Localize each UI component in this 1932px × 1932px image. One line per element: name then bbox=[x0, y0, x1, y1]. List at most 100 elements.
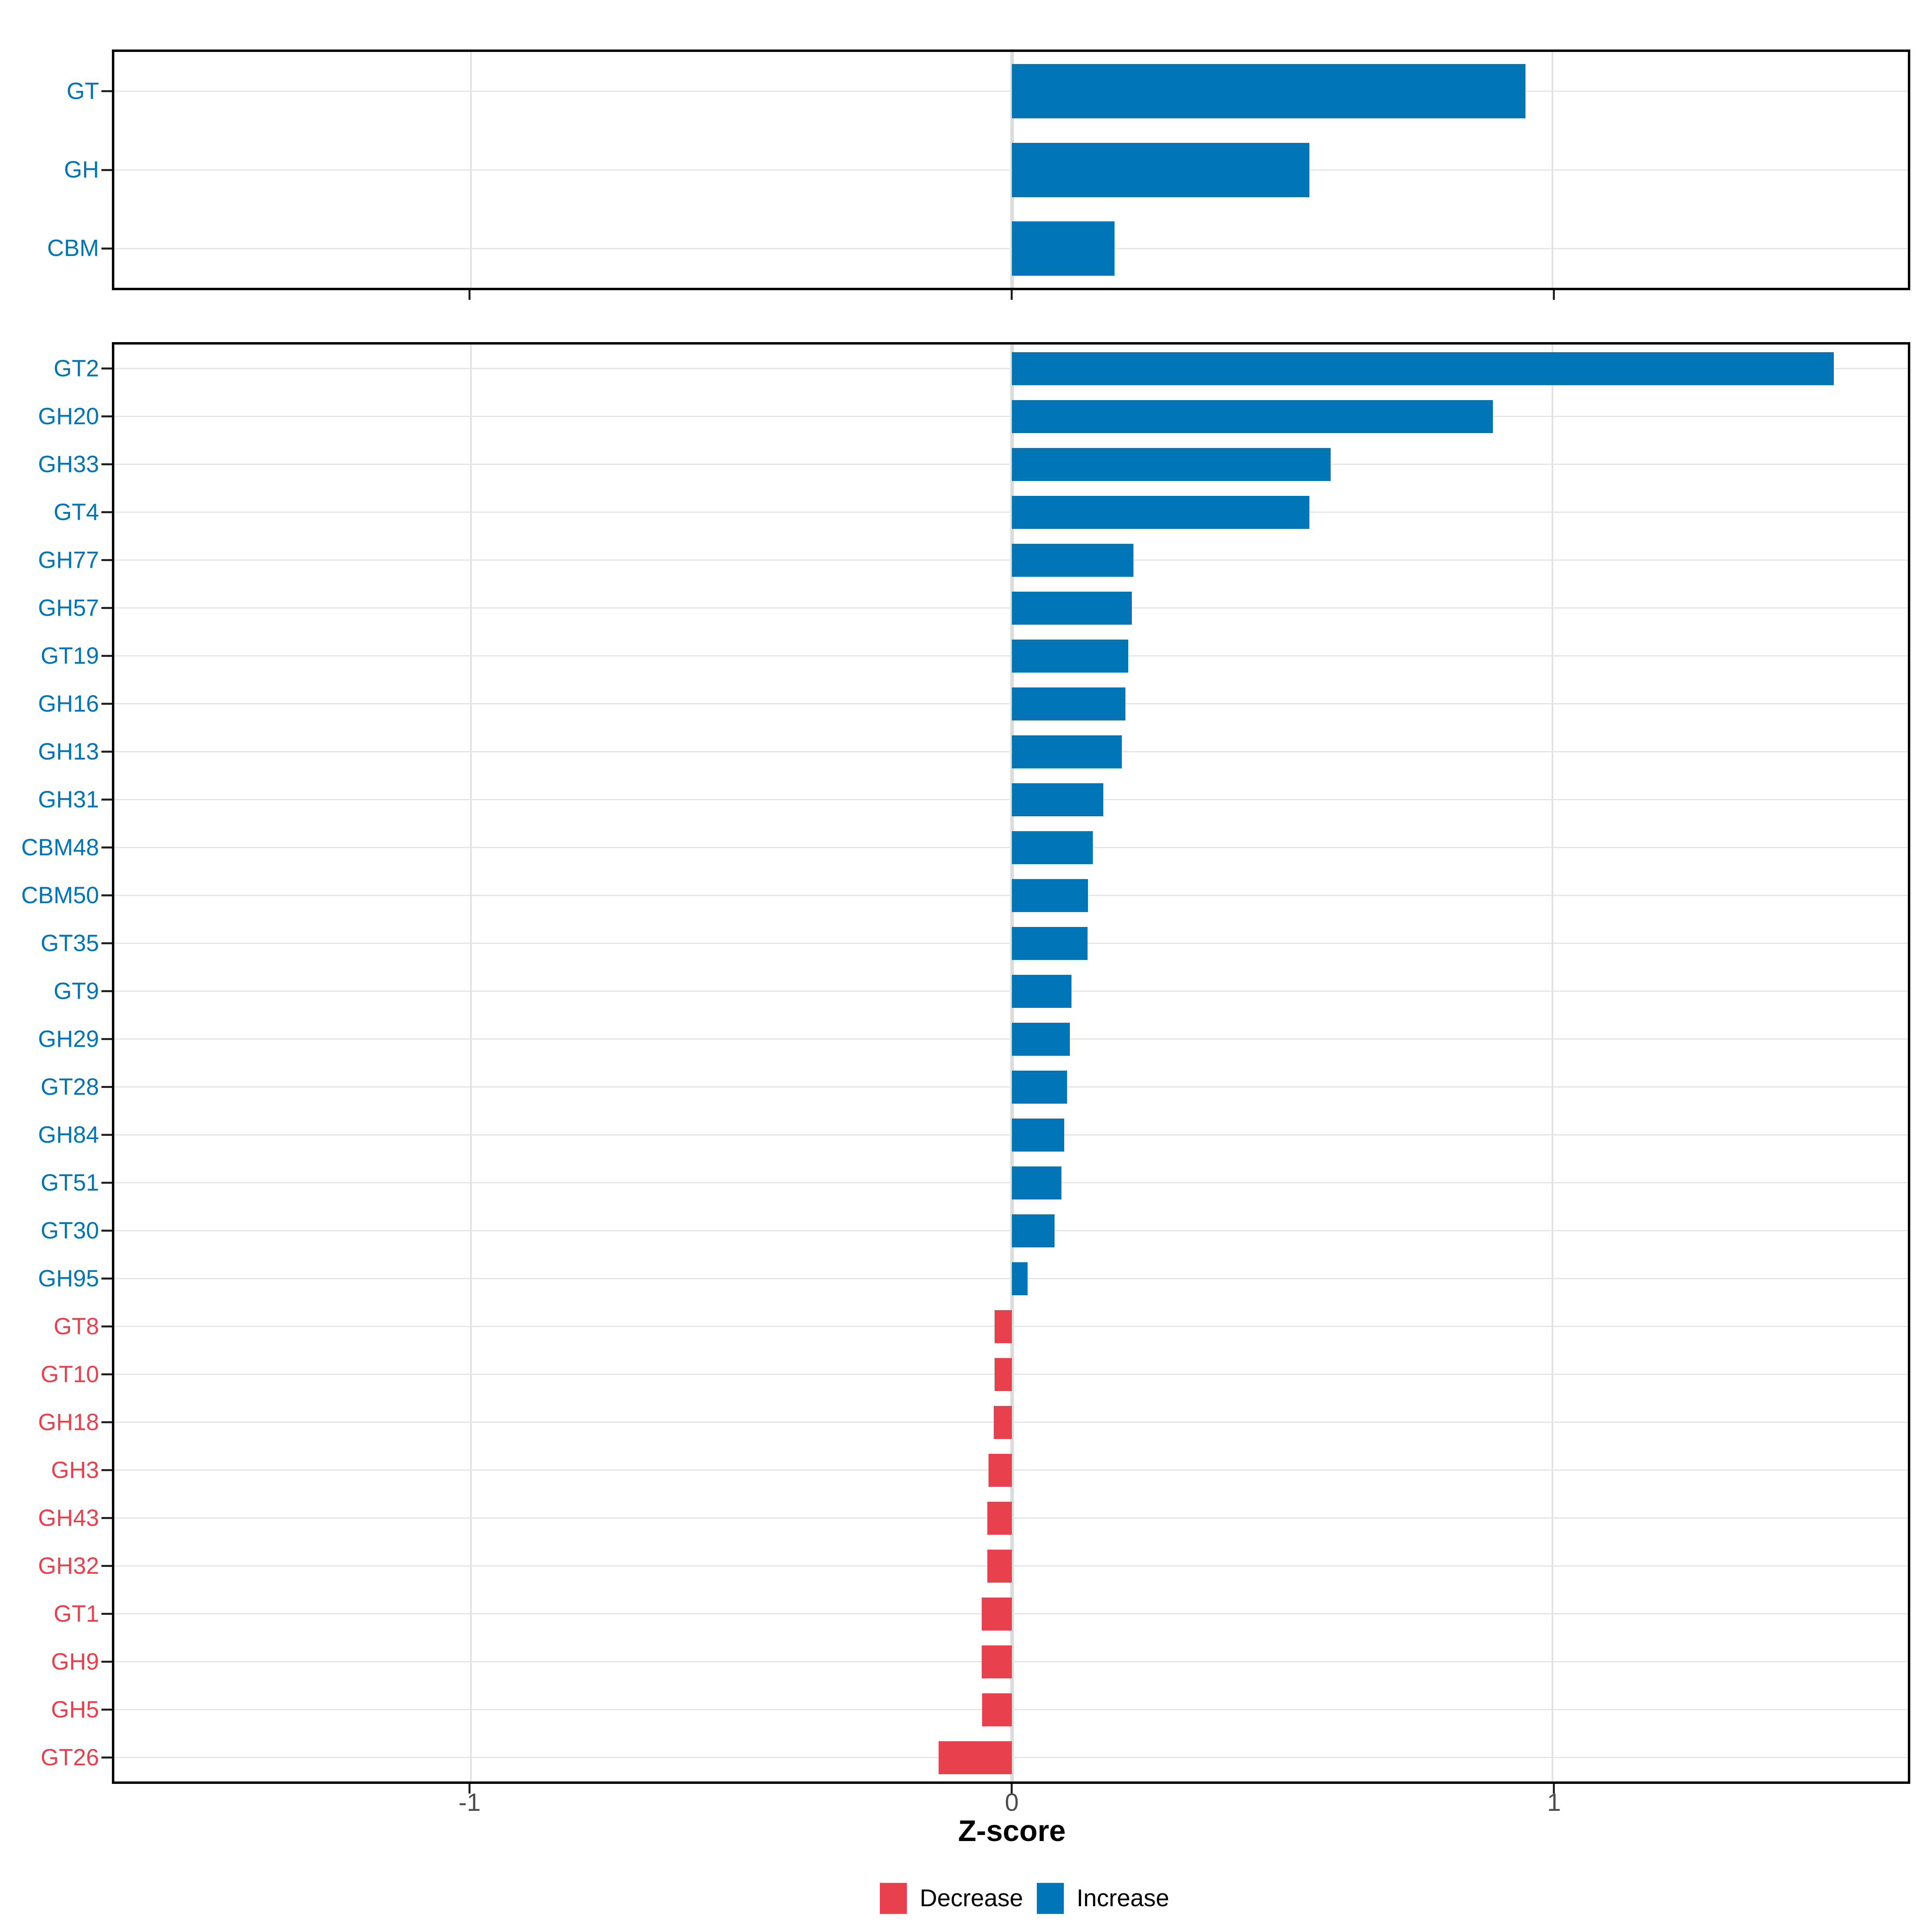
y-axis-label-CBM: CBM bbox=[47, 235, 99, 262]
y-axis-label-GH31: GH31 bbox=[38, 786, 99, 813]
gridline-row-GH29 bbox=[114, 1038, 1908, 1040]
bar-GH32 bbox=[987, 1549, 1012, 1583]
y-axis-label-GT35: GT35 bbox=[40, 930, 99, 956]
gridline-row-GH57 bbox=[114, 607, 1908, 609]
y-axis-label-GT28: GT28 bbox=[40, 1073, 99, 1100]
bar-GT4 bbox=[1011, 495, 1309, 529]
y-axis-label-GT26: GT26 bbox=[40, 1744, 99, 1771]
bar-CBM bbox=[1011, 221, 1115, 276]
y-axis-label-GH95: GH95 bbox=[38, 1265, 99, 1292]
decrease-color-swatch bbox=[880, 1882, 907, 1914]
bar-GH18 bbox=[994, 1406, 1012, 1439]
gridline-row-GH13 bbox=[114, 751, 1908, 752]
bar-CBM48 bbox=[1011, 831, 1093, 864]
y-tick-CBM48 bbox=[101, 846, 112, 848]
bar-GH57 bbox=[1011, 591, 1132, 625]
gridline-row-GH84 bbox=[114, 1134, 1908, 1135]
y-tick-GT1 bbox=[101, 1613, 112, 1615]
y-tick-CBM bbox=[101, 247, 112, 250]
gridline-row-GH77 bbox=[114, 559, 1908, 561]
y-tick-GH57 bbox=[101, 607, 112, 609]
bar-GT10 bbox=[994, 1358, 1012, 1391]
bar-GH13 bbox=[1011, 735, 1122, 768]
bar-CBM50 bbox=[1011, 879, 1088, 912]
y-tick-GT4 bbox=[101, 511, 112, 513]
y-axis-label-GT1: GT1 bbox=[54, 1600, 99, 1627]
y-tick-GH3 bbox=[101, 1469, 112, 1471]
gridline-x-1 bbox=[1552, 345, 1554, 1781]
gridline-row-CBM48 bbox=[114, 847, 1908, 848]
y-axis-label-GH57: GH57 bbox=[38, 594, 99, 621]
y-tick-GH5 bbox=[101, 1709, 112, 1711]
y-axis-label-GH9: GH9 bbox=[51, 1648, 99, 1675]
gridline-row-GH31 bbox=[114, 799, 1908, 800]
y-axis-label-GT2: GT2 bbox=[54, 355, 99, 382]
bar-GH95 bbox=[1011, 1262, 1028, 1295]
y-axis-label-GH32: GH32 bbox=[38, 1552, 99, 1579]
y-tick-GH bbox=[101, 169, 112, 171]
y-axis-label-GH29: GH29 bbox=[38, 1026, 99, 1052]
y-axis-label-GT19: GT19 bbox=[40, 642, 99, 669]
legend-label-increase: Increase bbox=[1076, 1885, 1169, 1911]
bar-GH3 bbox=[989, 1453, 1012, 1487]
y-axis-label-GH77: GH77 bbox=[38, 547, 99, 573]
gridline-row-CBM bbox=[114, 248, 1908, 249]
bar-GH9 bbox=[981, 1645, 1012, 1678]
bar-GT bbox=[1011, 64, 1526, 119]
y-tick-GH33 bbox=[101, 463, 112, 465]
y-tick-GH43 bbox=[101, 1517, 112, 1519]
y-axis-label-GH16: GH16 bbox=[38, 690, 99, 717]
legend-label-decrease: Decrease bbox=[920, 1885, 1023, 1911]
bar-GH bbox=[1011, 142, 1309, 197]
y-axis-label-GT4: GT4 bbox=[54, 499, 99, 525]
y-axis-label-GT10: GT10 bbox=[40, 1361, 99, 1387]
x-tick-label: 1 bbox=[1547, 1789, 1561, 1816]
bar-GT9 bbox=[1011, 974, 1071, 1008]
top-panel-class-level bbox=[112, 50, 1910, 290]
bar-GT19 bbox=[1011, 639, 1128, 673]
gridline-row-GT30 bbox=[114, 1230, 1908, 1231]
y-axis-label-GT: GT bbox=[66, 78, 99, 104]
y-tick-GT30 bbox=[101, 1230, 112, 1232]
bar-GH77 bbox=[1011, 543, 1134, 577]
y-axis-label-GH33: GH33 bbox=[38, 451, 99, 477]
y-axis-label-GH3: GH3 bbox=[51, 1457, 99, 1483]
y-axis-label-GT30: GT30 bbox=[40, 1217, 99, 1244]
x-axis-title: Z-score bbox=[958, 1814, 1066, 1847]
gridline-x--1 bbox=[470, 345, 472, 1781]
bar-GT1 bbox=[981, 1597, 1012, 1631]
gridline-row-GH bbox=[114, 169, 1908, 171]
bar-GH31 bbox=[1011, 783, 1103, 816]
y-tick-GT35 bbox=[101, 942, 112, 944]
gridline-row-GT35 bbox=[114, 943, 1908, 944]
y-tick-GH31 bbox=[101, 799, 112, 801]
bar-GT30 bbox=[1011, 1214, 1055, 1247]
y-axis-label-CBM50: CBM50 bbox=[21, 882, 99, 908]
x-tick-mark--1 bbox=[469, 1784, 471, 1794]
bar-GH43 bbox=[987, 1501, 1012, 1535]
bar-GT35 bbox=[1011, 927, 1088, 960]
y-axis-label-GT8: GT8 bbox=[54, 1313, 99, 1340]
gridline-x-0 bbox=[1010, 345, 1014, 1781]
y-tick-GT8 bbox=[101, 1325, 112, 1327]
gridline-row-GT4 bbox=[114, 512, 1908, 513]
bar-GT26 bbox=[939, 1741, 1012, 1774]
bar-GH20 bbox=[1011, 400, 1493, 433]
gridline-row-GT19 bbox=[114, 655, 1908, 656]
y-axis-label-GT9: GT9 bbox=[54, 978, 99, 1004]
x-tick-label: -1 bbox=[458, 1789, 481, 1816]
gridline-row-GT2 bbox=[114, 368, 1908, 369]
bar-GH84 bbox=[1011, 1118, 1065, 1152]
bar-GT51 bbox=[1011, 1166, 1062, 1199]
y-tick-GT bbox=[101, 90, 112, 93]
gridline-row-GH20 bbox=[114, 416, 1908, 417]
y-axis-label-GH43: GH43 bbox=[38, 1505, 99, 1531]
y-tick-CBM50 bbox=[101, 894, 112, 896]
y-tick-GH9 bbox=[101, 1661, 112, 1663]
bottom-panel-family-level bbox=[112, 342, 1910, 1784]
y-tick-GT19 bbox=[101, 655, 112, 657]
legend: Decrease Increase bbox=[880, 1882, 1169, 1914]
gridline-row-GT9 bbox=[114, 991, 1908, 992]
y-tick-GT28 bbox=[101, 1086, 112, 1088]
x-tick-mark-0 bbox=[1011, 290, 1013, 300]
